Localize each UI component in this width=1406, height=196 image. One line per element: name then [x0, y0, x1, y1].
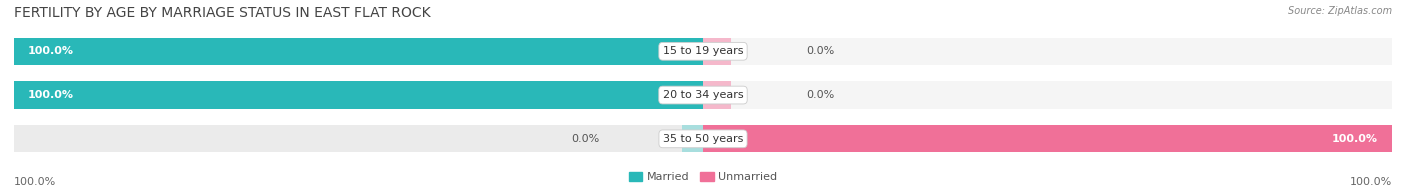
Text: 35 to 50 years: 35 to 50 years — [662, 134, 744, 144]
Text: 100.0%: 100.0% — [28, 90, 75, 100]
Bar — [682, 125, 703, 152]
Text: FERTILITY BY AGE BY MARRIAGE STATUS IN EAST FLAT ROCK: FERTILITY BY AGE BY MARRIAGE STATUS IN E… — [14, 6, 430, 20]
Text: 20 to 34 years: 20 to 34 years — [662, 90, 744, 100]
Text: 0.0%: 0.0% — [807, 90, 835, 100]
Text: 100.0%: 100.0% — [1331, 134, 1378, 144]
Bar — [14, 82, 703, 109]
Bar — [703, 125, 1392, 152]
Bar — [703, 38, 1392, 65]
Text: 100.0%: 100.0% — [1350, 177, 1392, 187]
Text: Source: ZipAtlas.com: Source: ZipAtlas.com — [1288, 6, 1392, 16]
Bar — [14, 125, 703, 152]
Text: 0.0%: 0.0% — [571, 134, 599, 144]
Legend: Married, Unmarried: Married, Unmarried — [624, 167, 782, 187]
Bar — [14, 82, 703, 109]
Text: 15 to 19 years: 15 to 19 years — [662, 46, 744, 56]
Text: 100.0%: 100.0% — [28, 46, 75, 56]
Text: 100.0%: 100.0% — [14, 177, 56, 187]
Bar — [14, 38, 703, 65]
Bar — [703, 82, 731, 109]
Text: 0.0%: 0.0% — [807, 46, 835, 56]
Bar — [703, 125, 1392, 152]
Bar — [703, 38, 731, 65]
Bar — [14, 38, 703, 65]
Bar — [703, 82, 1392, 109]
